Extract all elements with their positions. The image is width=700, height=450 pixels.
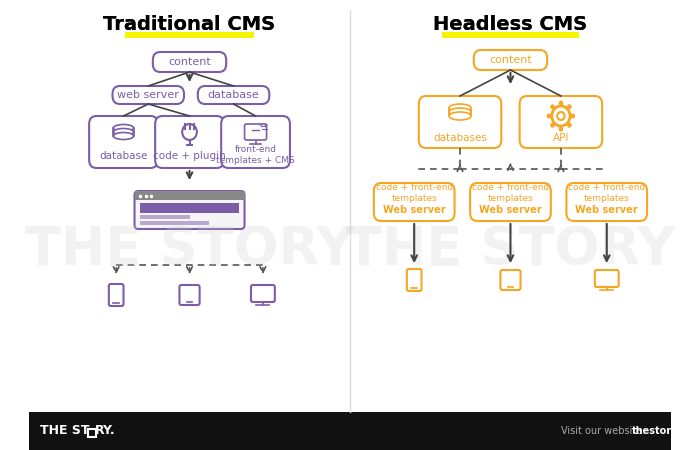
FancyBboxPatch shape — [155, 116, 224, 168]
Circle shape — [552, 106, 570, 126]
FancyBboxPatch shape — [442, 32, 579, 38]
FancyBboxPatch shape — [29, 412, 671, 450]
Text: content: content — [489, 55, 532, 65]
FancyBboxPatch shape — [221, 116, 290, 168]
Circle shape — [570, 113, 575, 118]
FancyBboxPatch shape — [566, 183, 647, 221]
Circle shape — [557, 112, 565, 120]
FancyBboxPatch shape — [134, 191, 244, 200]
Text: database: database — [208, 90, 260, 100]
Circle shape — [567, 104, 572, 109]
Text: THE ST: THE ST — [40, 424, 90, 437]
Ellipse shape — [113, 132, 134, 140]
Text: web server: web server — [118, 90, 179, 100]
Text: Visit our website:: Visit our website: — [561, 426, 645, 436]
FancyBboxPatch shape — [88, 428, 95, 436]
FancyBboxPatch shape — [153, 52, 226, 72]
Text: Web server: Web server — [383, 205, 445, 215]
FancyBboxPatch shape — [125, 32, 253, 38]
Text: Web server: Web server — [575, 205, 638, 215]
FancyBboxPatch shape — [113, 86, 184, 104]
Circle shape — [559, 126, 564, 131]
FancyBboxPatch shape — [140, 203, 239, 213]
Ellipse shape — [113, 125, 134, 131]
Text: Traditional CMS: Traditional CMS — [104, 15, 276, 35]
FancyBboxPatch shape — [198, 86, 270, 104]
FancyBboxPatch shape — [89, 116, 158, 168]
Text: Headless CMS: Headless CMS — [433, 15, 587, 35]
Ellipse shape — [449, 112, 471, 120]
Circle shape — [182, 124, 197, 140]
FancyBboxPatch shape — [595, 270, 619, 287]
Ellipse shape — [113, 129, 134, 135]
FancyBboxPatch shape — [519, 96, 602, 148]
Text: code + front-end
templates: code + front-end templates — [472, 183, 549, 202]
FancyBboxPatch shape — [244, 124, 267, 140]
Text: code + plugin: code + plugin — [153, 151, 226, 161]
FancyBboxPatch shape — [419, 96, 501, 148]
Text: databases: databases — [433, 133, 487, 143]
Text: RY.: RY. — [95, 424, 116, 437]
FancyBboxPatch shape — [179, 285, 200, 305]
Circle shape — [550, 104, 555, 109]
Ellipse shape — [449, 104, 471, 112]
Text: code + front-end
templates: code + front-end templates — [376, 183, 453, 202]
Text: Headless CMS: Headless CMS — [433, 15, 587, 35]
Ellipse shape — [449, 108, 471, 116]
FancyBboxPatch shape — [108, 284, 123, 306]
FancyBboxPatch shape — [474, 50, 547, 70]
Text: code + front-end
templates: code + front-end templates — [568, 183, 645, 202]
Circle shape — [547, 113, 552, 118]
Text: Traditional CMS: Traditional CMS — [104, 15, 276, 35]
FancyBboxPatch shape — [140, 215, 190, 219]
FancyBboxPatch shape — [374, 183, 454, 221]
Circle shape — [559, 100, 564, 105]
FancyBboxPatch shape — [140, 221, 209, 225]
Text: content: content — [168, 57, 211, 67]
Text: thestory.is: thestory.is — [631, 426, 690, 436]
Text: front-end
templates + CMS: front-end templates + CMS — [216, 145, 295, 165]
FancyBboxPatch shape — [407, 269, 421, 291]
FancyBboxPatch shape — [251, 285, 275, 302]
FancyBboxPatch shape — [500, 270, 521, 290]
Circle shape — [567, 123, 572, 128]
Circle shape — [550, 123, 555, 128]
Text: Web server: Web server — [480, 205, 542, 215]
Text: API: API — [553, 133, 569, 143]
FancyBboxPatch shape — [470, 183, 551, 221]
Text: database: database — [99, 151, 148, 161]
Text: THE STORY: THE STORY — [346, 224, 676, 276]
Text: <>: <> — [257, 121, 269, 127]
Text: THE STORY: THE STORY — [25, 224, 354, 276]
FancyBboxPatch shape — [134, 191, 244, 229]
